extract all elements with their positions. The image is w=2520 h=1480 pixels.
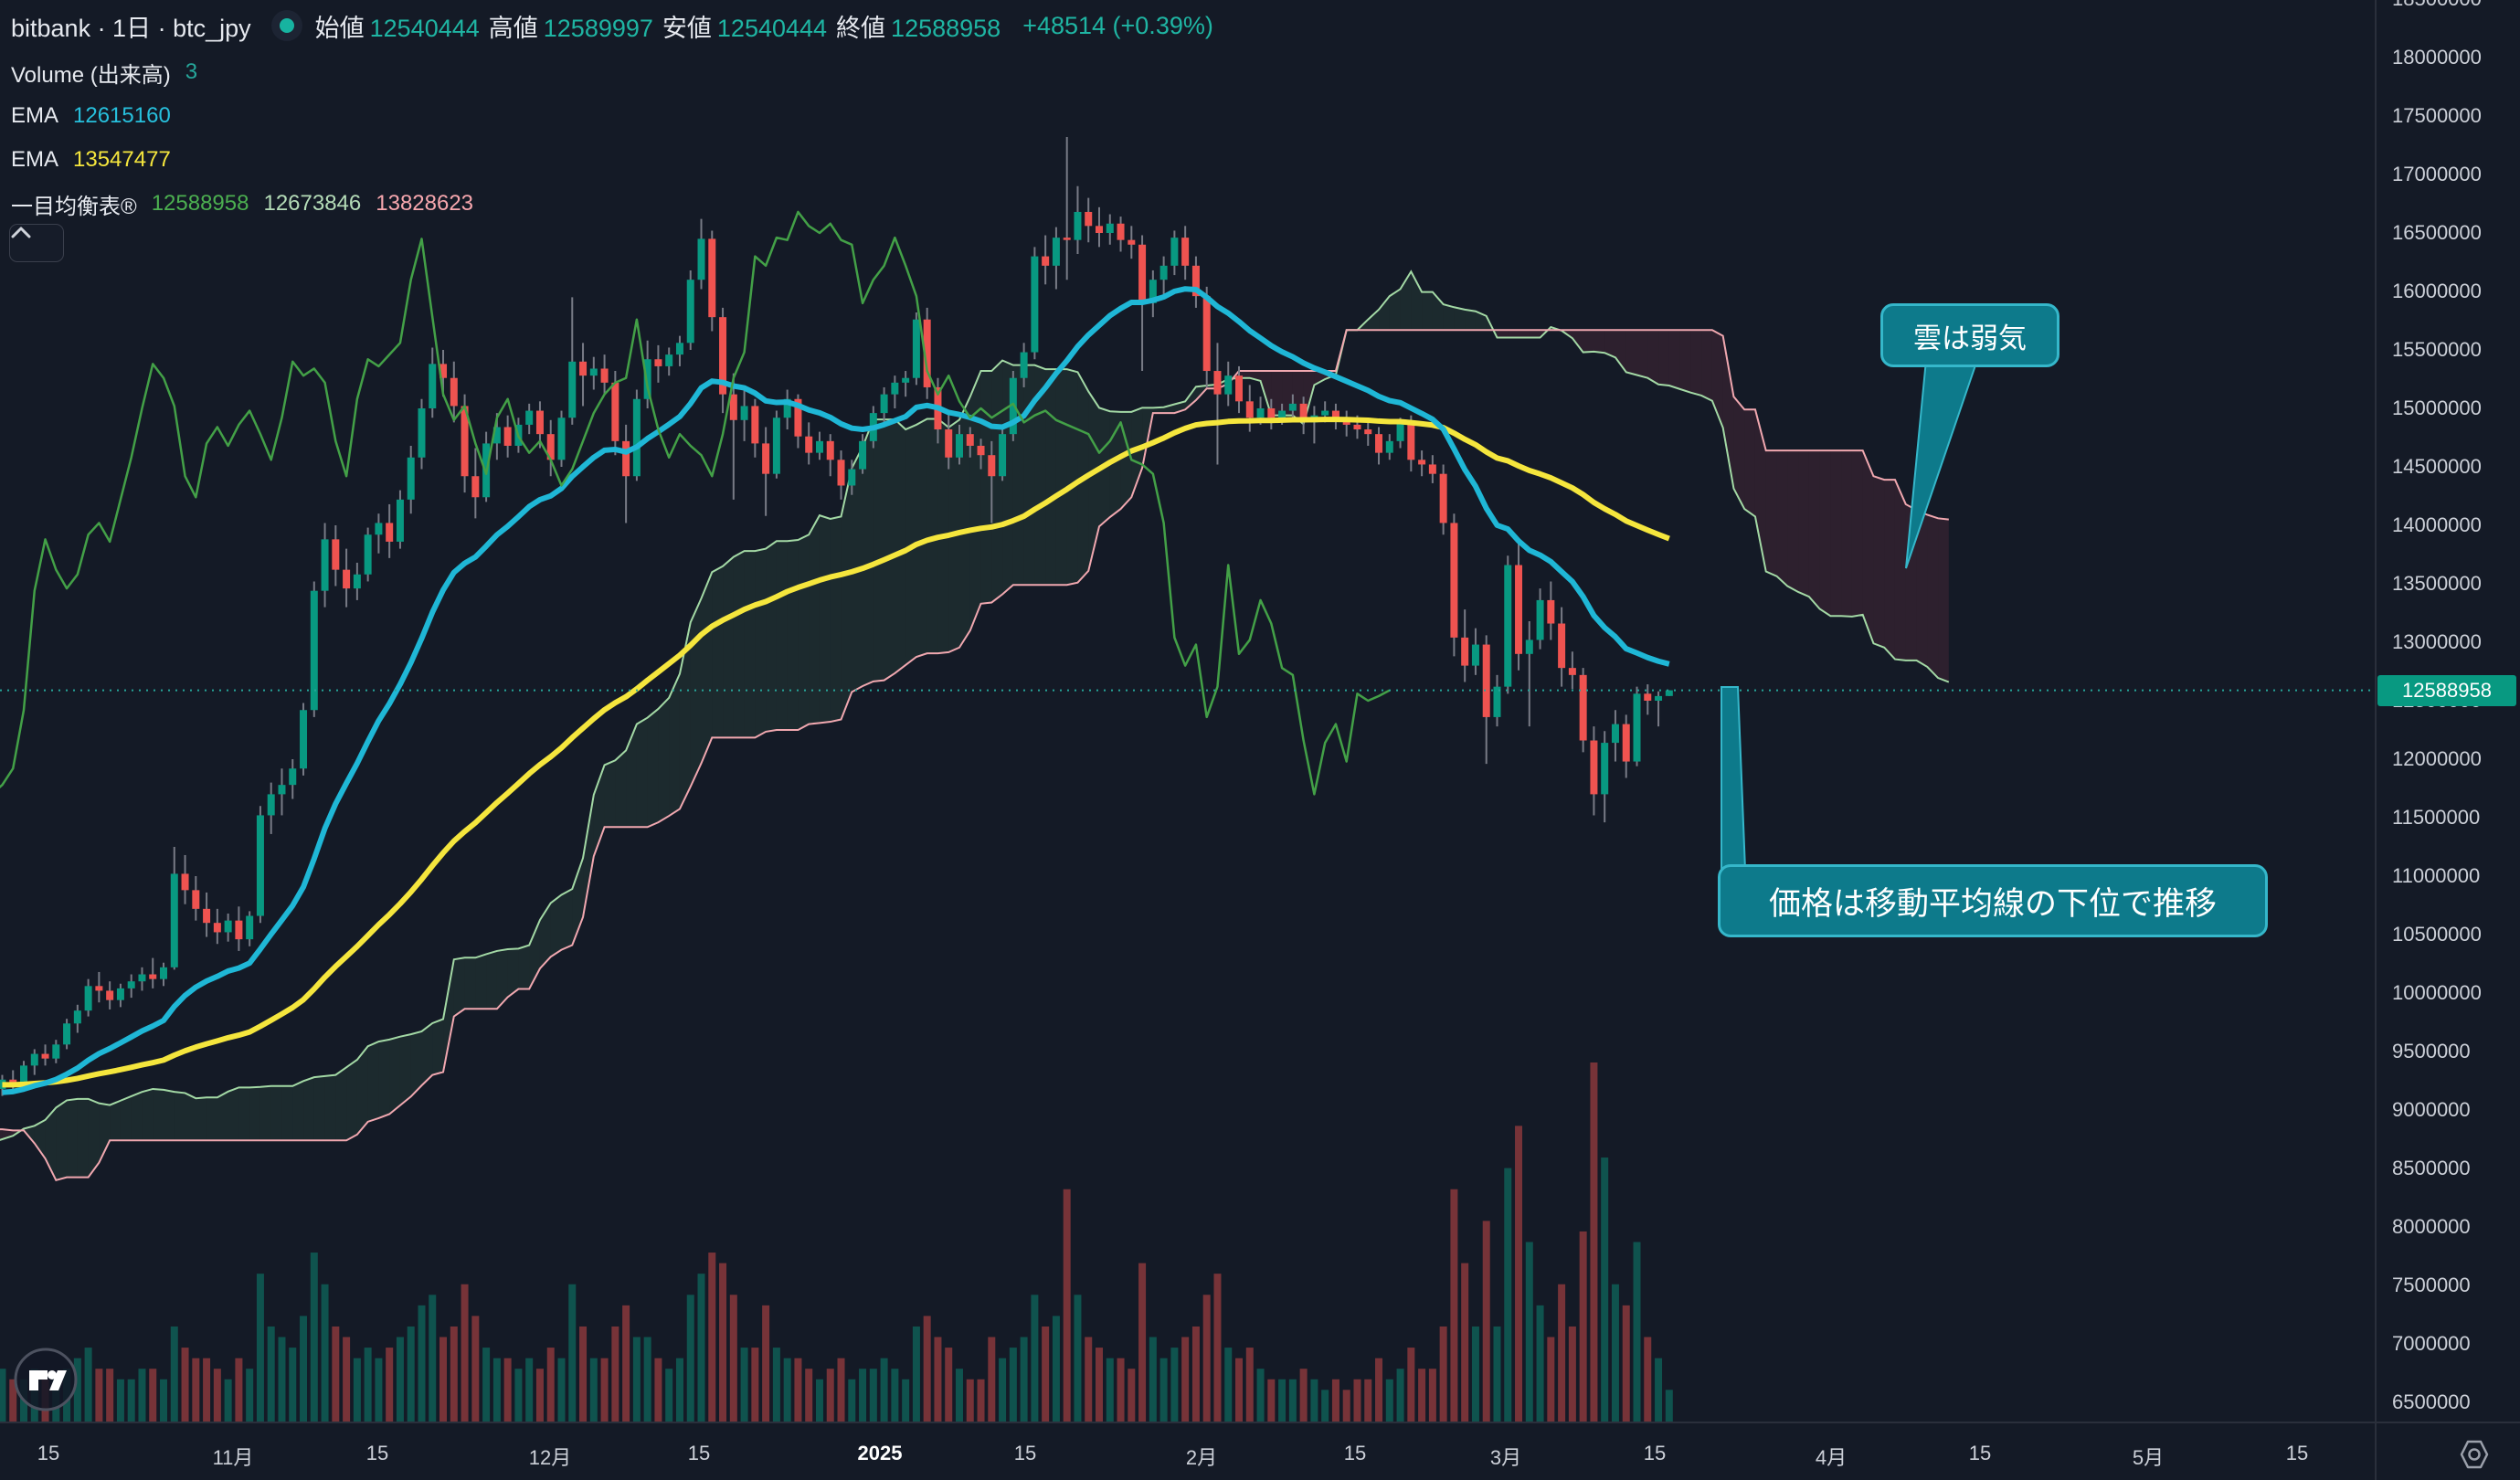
indicator-row[interactable]: EMA 13547477: [11, 147, 171, 172]
time-axis-label: 15: [687, 1442, 711, 1464]
time-axis-label: 12月: [528, 1446, 572, 1469]
ohlc-pair: 始値 12540444: [314, 14, 480, 42]
price-axis-label: 7500000: [2392, 1274, 2471, 1296]
price-axis-label: 15500000: [2392, 338, 2482, 361]
price-axis-label: 9000000: [2392, 1098, 2471, 1121]
time-axis-label: 11月: [212, 1446, 254, 1469]
price-axis-label: 8000000: [2392, 1215, 2471, 1238]
indicator-row[interactable]: EMA 12615160: [11, 103, 171, 128]
last-price-badge[interactable]: 12588958: [2377, 674, 2516, 706]
price-axis-label: 10500000: [2392, 923, 2482, 946]
price-axis-label: 9500000: [2392, 1040, 2471, 1062]
price-axis-label: 11500000: [2392, 806, 2481, 829]
time-axis-label: 15: [37, 1442, 60, 1464]
time-axis-label: 2025: [857, 1442, 903, 1464]
time-axis-label: 2月: [1185, 1446, 1218, 1469]
ohlc-pair: 高値 12589997: [488, 14, 653, 42]
symbol-title[interactable]: bitbank · 1日 · btc_jpy: [11, 14, 251, 42]
price-axis-label: 18000000: [2392, 46, 2482, 69]
ohlc-values: 始値 12540444 高値 12589997 安値 12540444 終値 12588958: [315, 8, 1011, 44]
price-axis-label: 10000000: [2392, 981, 2482, 1004]
status-dot-icon: [270, 10, 302, 41]
price-axis-label: 13500000: [2392, 572, 2482, 595]
price-axis-label: 14000000: [2392, 513, 2482, 536]
time-axis-label: 15: [1643, 1442, 1667, 1464]
price-axis-label: 7000000: [2392, 1332, 2471, 1355]
price-axis-label: 16500000: [2392, 221, 2482, 244]
time-axis-label: 3月: [1489, 1446, 1522, 1469]
price-axis-label: 11000000: [2392, 864, 2481, 887]
price-axis-label: 8500000: [2392, 1157, 2471, 1179]
legend-collapse-button[interactable]: [9, 224, 64, 262]
price-axis-label: 15000000: [2392, 396, 2482, 419]
indicator-row[interactable]: 一目均衡表® 12588958 12673846 13828623: [11, 191, 474, 219]
price-axis-label: 13000000: [2392, 630, 2482, 653]
price-axis-label: 14500000: [2392, 455, 2482, 478]
price-axis-label: 17000000: [2392, 163, 2482, 185]
chevron-up-icon: [11, 227, 31, 238]
price-axis-label: 16000000: [2392, 280, 2482, 302]
tradingview-logo-icon[interactable]: [11, 1345, 80, 1414]
time-axis-label: 15: [1968, 1442, 1992, 1464]
ohlc-pair: 安値 12540444: [662, 14, 828, 42]
annotation-cloud-bearish: 雲は弱気: [1880, 303, 2059, 367]
time-axis-label: 15: [365, 1442, 389, 1464]
price-axis-label: 18500000: [2392, 0, 2482, 11]
time-axis-label: 15: [1343, 1442, 1367, 1464]
symbol-row: bitbank · 1日 · btc_jpy 始値 12540444 高値 12589…: [11, 7, 1213, 44]
time-axis-label: 15: [2285, 1442, 2309, 1464]
price-axis-label: 12000000: [2392, 747, 2482, 770]
time-axis-label: 15: [1013, 1442, 1037, 1464]
annotation-price-below-ma: 価格は移動平均線の下位で推移: [1718, 864, 2268, 937]
chart-legend: bitbank · 1日 · btc_jpy 始値 12540444 高値 12589…: [11, 7, 1213, 219]
gear-icon[interactable]: [2454, 1434, 2494, 1475]
price-axis-label: 6500000: [2392, 1390, 2471, 1413]
ohlc-pair: 終値 12588958: [836, 14, 1001, 42]
indicator-legend-rows: Volume (出来高) 3 EMA 12615160 EMA 13547477 一目均衡表…: [11, 57, 1213, 219]
time-axis-label: 5月: [2132, 1446, 2165, 1469]
price-axis-label: 17500000: [2392, 104, 2482, 127]
change-value: +48514 (+0.39%): [1022, 11, 1213, 39]
time-axis-label: 4月: [1815, 1446, 1848, 1469]
indicator-row[interactable]: Volume (出来高) 3: [11, 59, 198, 88]
